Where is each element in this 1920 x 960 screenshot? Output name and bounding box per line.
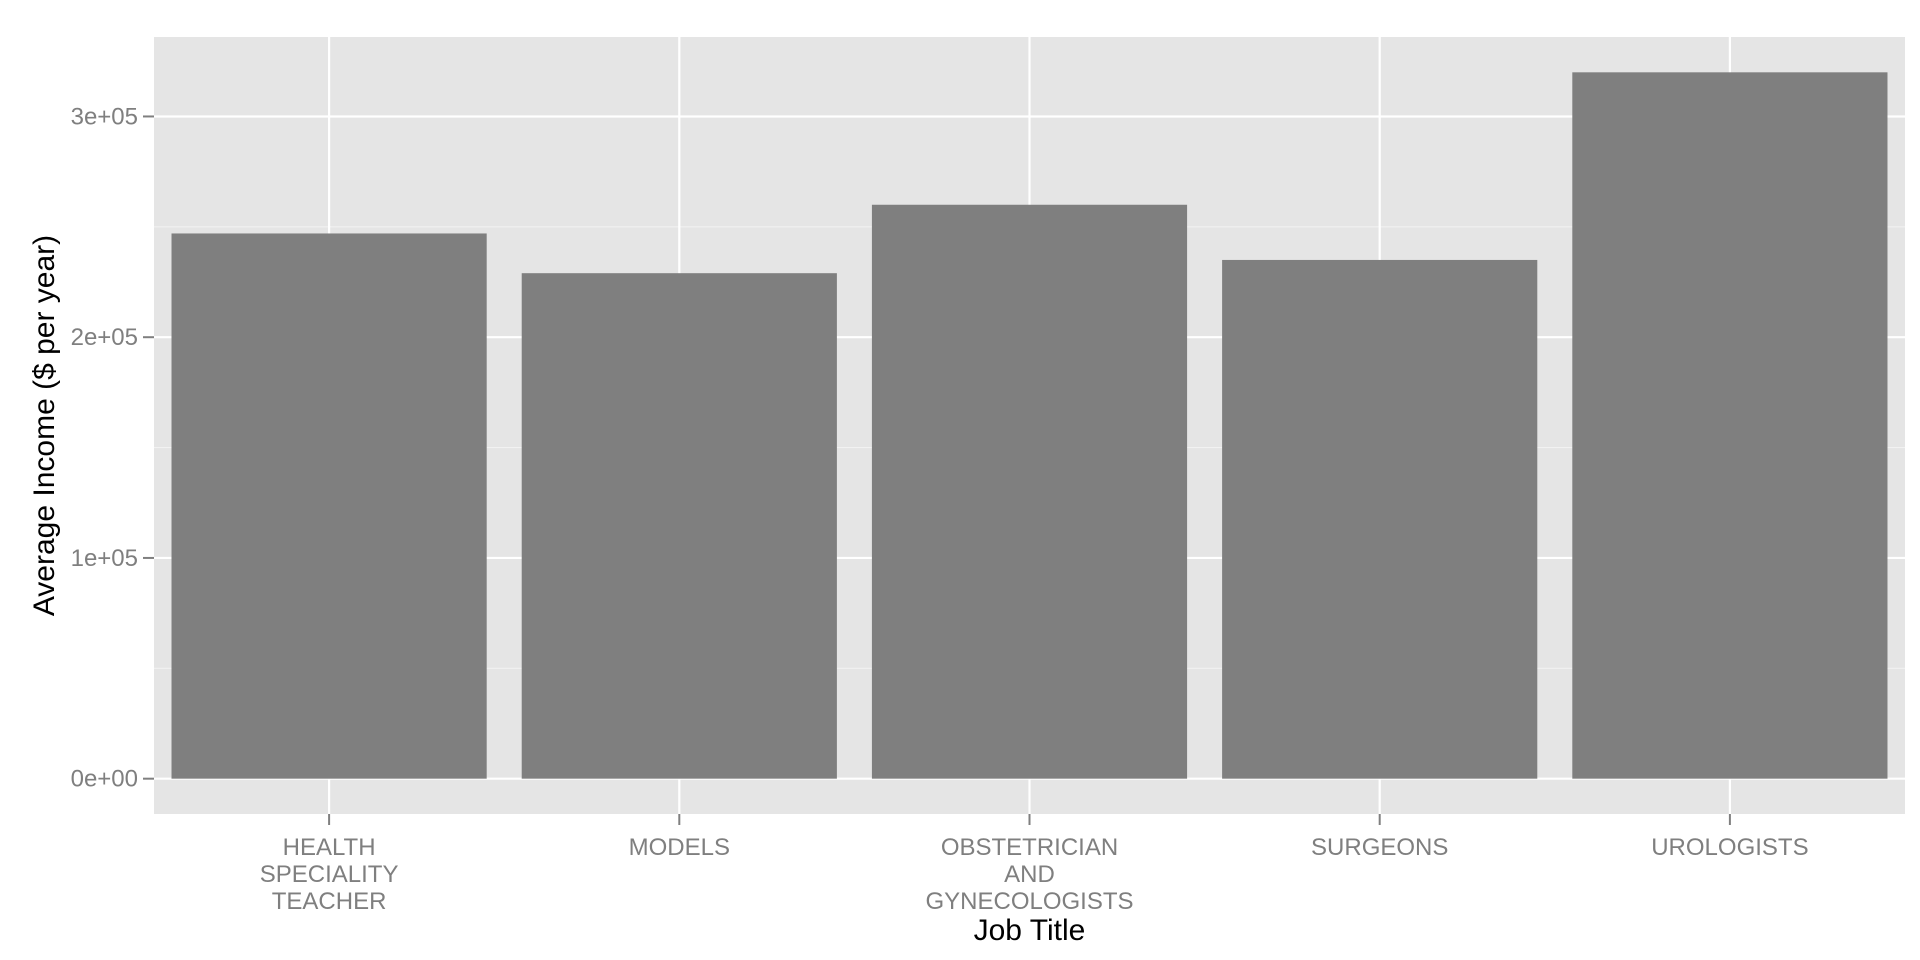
- y-tick-label: 0e+00: [71, 766, 138, 793]
- x-tick-label: HEALTH: [283, 834, 376, 861]
- y-tick-label: 3e+05: [71, 103, 138, 130]
- bar: [1222, 259, 1538, 779]
- y-axis-title: Average Income ($ per year): [28, 235, 61, 616]
- y-axis: 0e+00 1e+05 2e+05 3e+05: [71, 103, 154, 793]
- x-tick-label: SPECIALITY: [260, 861, 399, 888]
- x-tick-label: GYNECOLOGISTS: [925, 888, 1133, 915]
- bar: [521, 273, 837, 779]
- x-tick-label: MODELS: [629, 834, 730, 861]
- bar: [1572, 72, 1888, 779]
- bars: [171, 72, 1888, 779]
- x-tick-label: AND: [1004, 861, 1055, 888]
- x-tick-label: TEACHER: [272, 888, 387, 915]
- x-tick-label: OBSTETRICIAN: [941, 834, 1118, 861]
- y-tick-label: 2e+05: [71, 324, 138, 351]
- x-tick-label: SURGEONS: [1311, 834, 1448, 861]
- x-tick-label: UROLOGISTS: [1651, 834, 1808, 861]
- x-axis-title: Job Title: [974, 914, 1086, 947]
- y-tick-label: 1e+05: [71, 545, 138, 572]
- bar: [171, 233, 487, 779]
- bar: [871, 204, 1188, 779]
